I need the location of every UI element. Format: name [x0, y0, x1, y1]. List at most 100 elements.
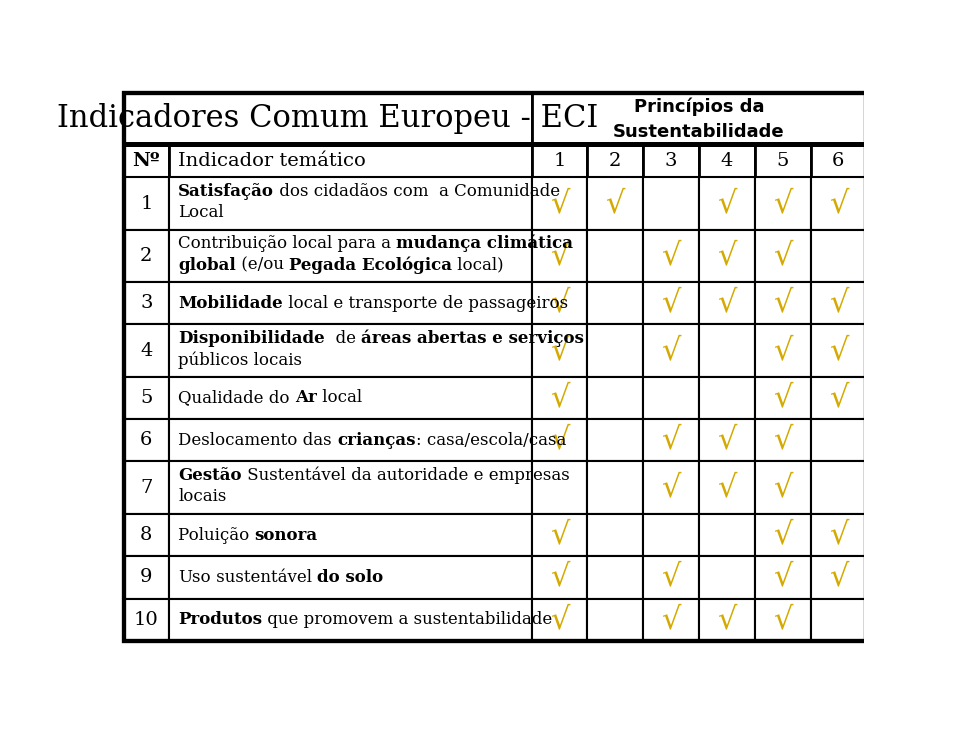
Text: Uso: Uso: [179, 569, 211, 586]
Bar: [810, 514, 866, 556]
Bar: [124, 514, 169, 556]
Bar: [588, 556, 643, 599]
Bar: [643, 514, 699, 556]
Bar: [124, 462, 169, 514]
Bar: [169, 377, 532, 419]
Text: Local: Local: [179, 204, 224, 221]
Text: (e/ou: (e/ou: [236, 257, 289, 274]
Bar: [810, 145, 866, 178]
Text: √: √: [661, 562, 681, 593]
Bar: [699, 556, 755, 599]
Text: 10: 10: [134, 610, 158, 629]
Bar: [124, 324, 169, 377]
Text: √: √: [550, 605, 569, 635]
Bar: [532, 419, 588, 462]
Text: 6: 6: [832, 152, 845, 170]
Text: 1: 1: [140, 195, 153, 212]
Text: √: √: [828, 519, 848, 551]
Bar: [755, 377, 810, 419]
Bar: [169, 282, 532, 324]
Text: √: √: [773, 605, 792, 635]
Bar: [532, 377, 588, 419]
Text: dos cidadãos com  a Comunidade: dos cidadãos com a Comunidade: [274, 183, 560, 200]
Bar: [755, 324, 810, 377]
Text: √: √: [828, 335, 848, 366]
Bar: [643, 419, 699, 462]
Text: √: √: [773, 562, 792, 593]
Text: que promovem a sustentabilidade: que promovem a sustentabilidade: [262, 611, 552, 628]
Bar: [588, 377, 643, 419]
Text: √: √: [550, 425, 569, 456]
Bar: [169, 229, 532, 282]
Text: do solo: do solo: [317, 569, 383, 586]
Text: Princípios da
Sustentabilidade: Princípios da Sustentabilidade: [613, 97, 784, 141]
Bar: [169, 145, 532, 178]
Bar: [699, 282, 755, 324]
Bar: [810, 178, 866, 229]
Text: √: √: [550, 335, 569, 366]
Text: √: √: [828, 562, 848, 593]
Bar: [124, 419, 169, 462]
Bar: [643, 556, 699, 599]
Text: Poluição: Poluição: [179, 527, 254, 543]
Text: local: local: [317, 389, 362, 406]
Text: √: √: [717, 188, 736, 219]
Bar: [588, 229, 643, 282]
Bar: [532, 178, 588, 229]
Text: √: √: [550, 288, 569, 319]
Text: 1: 1: [553, 152, 565, 170]
Bar: [588, 419, 643, 462]
Text: global: global: [179, 257, 236, 274]
Bar: [699, 419, 755, 462]
Text: Mobilidade: Mobilidade: [179, 295, 283, 312]
Text: Ar: Ar: [295, 389, 317, 406]
Bar: [588, 178, 643, 229]
Text: Nº: Nº: [132, 152, 160, 170]
Bar: [124, 377, 169, 419]
Text: Sustentável da autoridade e empresas: Sustentável da autoridade e empresas: [242, 467, 569, 484]
Bar: [124, 282, 169, 324]
Bar: [588, 462, 643, 514]
Text: √: √: [661, 240, 681, 272]
Bar: [699, 599, 755, 641]
Bar: [643, 599, 699, 641]
Text: √: √: [550, 188, 569, 219]
Bar: [169, 599, 532, 641]
Text: local): local): [452, 257, 504, 274]
Text: local e transporte de passageiros: local e transporte de passageiros: [283, 295, 568, 312]
Bar: [755, 229, 810, 282]
Bar: [643, 324, 699, 377]
Text: 5: 5: [777, 152, 789, 170]
Bar: [755, 145, 810, 178]
Text: Deslocamento das: Deslocamento das: [179, 432, 337, 448]
Text: √: √: [717, 288, 736, 319]
Text: de: de: [324, 330, 361, 347]
Text: Satisfação: Satisfação: [179, 183, 274, 200]
Text: √: √: [773, 188, 792, 219]
Text: √: √: [661, 425, 681, 456]
Text: 7: 7: [140, 479, 153, 497]
Text: 9: 9: [140, 568, 153, 586]
Text: Indicador temático: Indicador temático: [179, 152, 366, 170]
Text: públicos locais: públicos locais: [179, 351, 302, 369]
Text: 6: 6: [140, 431, 153, 449]
Text: 3: 3: [664, 152, 677, 170]
Text: áreas abertas e serviços: áreas abertas e serviços: [361, 329, 584, 347]
Bar: [643, 178, 699, 229]
Bar: [532, 145, 588, 178]
Bar: [588, 599, 643, 641]
Text: Disponibilidade: Disponibilidade: [179, 330, 324, 347]
Bar: [699, 178, 755, 229]
Bar: [643, 282, 699, 324]
Bar: [699, 229, 755, 282]
Bar: [124, 229, 169, 282]
Bar: [755, 556, 810, 599]
Bar: [169, 178, 532, 229]
Text: Indicadores Comum Europeu - ECI: Indicadores Comum Europeu - ECI: [57, 104, 598, 135]
Bar: [124, 556, 169, 599]
Bar: [124, 92, 532, 145]
Text: 8: 8: [140, 526, 153, 544]
Bar: [699, 145, 755, 178]
Bar: [699, 324, 755, 377]
Text: √: √: [773, 383, 792, 414]
